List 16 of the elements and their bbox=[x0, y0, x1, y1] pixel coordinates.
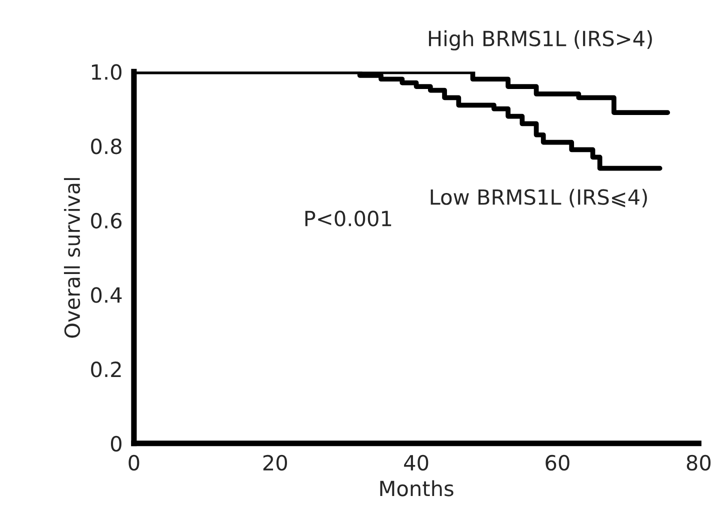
series-label: Low BRMS1L (IRS⩽4) bbox=[430, 188, 647, 208]
x-axis-title: Months bbox=[380, 480, 454, 496]
x-tick-label: 20 bbox=[263, 454, 287, 471]
x-tick-label: 40 bbox=[404, 454, 428, 471]
x-tick-label: 80 bbox=[686, 454, 711, 471]
y-tick-label: 0 bbox=[110, 436, 122, 452]
y-tick-label: 0.2 bbox=[91, 362, 121, 378]
y-tick-label: 0.4 bbox=[91, 287, 122, 303]
x-tick-label: 60 bbox=[546, 454, 570, 471]
y-axis-title: Overall survival bbox=[64, 178, 80, 338]
annotation: P<0.001 bbox=[305, 210, 392, 226]
y-tick-label: 0.8 bbox=[91, 138, 122, 154]
series-label: High BRMS1L (IRS>4) bbox=[428, 30, 652, 50]
x-tick-label: 0 bbox=[128, 454, 140, 471]
y-tick-label: 1.0 bbox=[92, 64, 122, 80]
y-tick-label: 0.6 bbox=[91, 212, 122, 229]
